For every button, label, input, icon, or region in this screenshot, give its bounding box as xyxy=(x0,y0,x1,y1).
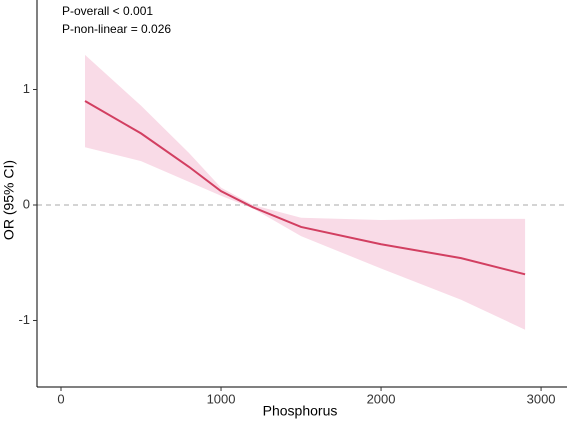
y-axis-title: OR (95% CI) xyxy=(1,160,17,240)
x-axis-title: Phosphorus xyxy=(263,403,338,419)
ci-band xyxy=(85,54,526,330)
x-tick-label: 1000 xyxy=(207,391,236,406)
annotation: P-non-linear = 0.026 xyxy=(62,22,171,36)
y-tick-label: -1 xyxy=(18,312,30,327)
annotation: P-overall < 0.001 xyxy=(62,4,153,18)
line xyxy=(84,100,526,276)
x-tick-label: 3000 xyxy=(527,391,556,406)
y-tick-label: 0 xyxy=(23,196,30,211)
y-tick-label: 1 xyxy=(23,81,30,96)
x-tick-label: 0 xyxy=(57,391,64,406)
x-tick-label: 2000 xyxy=(367,391,396,406)
